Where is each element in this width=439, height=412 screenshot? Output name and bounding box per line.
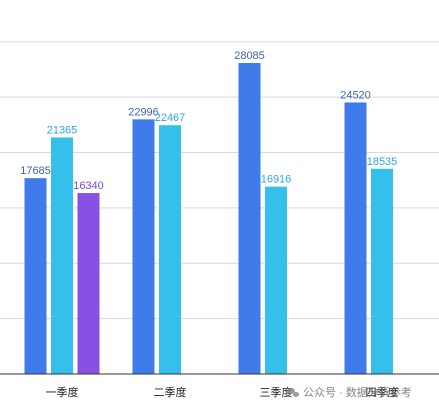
value-label-series-1-3: 24520 bbox=[340, 89, 371, 101]
category-label-3: 四季度 bbox=[366, 385, 399, 399]
category-label-0: 一季度 bbox=[46, 385, 79, 399]
bar-series-1-1 bbox=[132, 119, 155, 374]
bars-layer bbox=[24, 63, 393, 375]
value-label-series-2-1: 22467 bbox=[155, 112, 186, 124]
category-label-1: 二季度 bbox=[154, 385, 187, 399]
bar-series-1-2 bbox=[238, 63, 261, 374]
value-label-series-1-2: 28085 bbox=[234, 50, 265, 62]
x-axis-layer: 一季度 二季度 三季度 四季度 bbox=[0, 373, 439, 399]
bar-series-2-3 bbox=[371, 168, 393, 374]
bar-series-2-0 bbox=[51, 137, 73, 374]
bar-series-2-1 bbox=[159, 125, 181, 374]
value-label-series-3-0: 16340 bbox=[73, 180, 104, 192]
bar-series-3-0 bbox=[77, 193, 100, 374]
bar-series-1-3 bbox=[344, 102, 367, 375]
value-label-series-1-1: 22996 bbox=[128, 106, 159, 118]
value-label-series-1-0: 17685 bbox=[20, 165, 51, 177]
value-label-series-2-0: 21365 bbox=[47, 124, 78, 136]
value-label-series-2-2: 16916 bbox=[261, 174, 292, 186]
category-label-2: 三季度 bbox=[260, 385, 293, 399]
bar-series-2-2 bbox=[265, 186, 287, 374]
bar-series-1-0 bbox=[24, 178, 47, 374]
value-label-series-2-3: 18535 bbox=[367, 156, 398, 168]
